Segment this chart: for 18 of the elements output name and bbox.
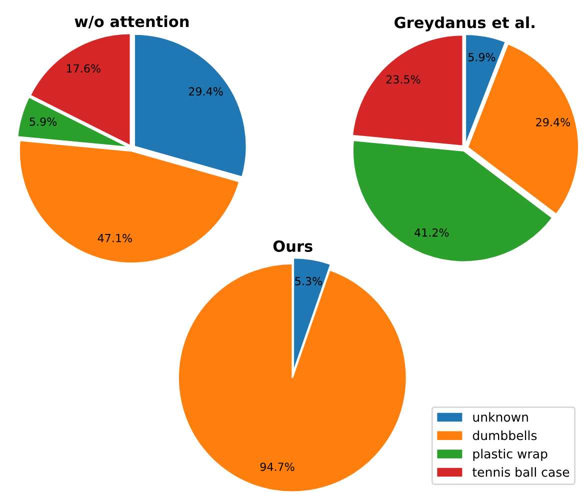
chart-title: Ours bbox=[273, 240, 312, 252]
legend-label: dumbbells bbox=[472, 430, 537, 440]
data-label: 17.6% bbox=[66, 64, 100, 73]
data-label: 41.2% bbox=[414, 228, 449, 237]
chart-title: w/o attention bbox=[74, 15, 189, 28]
data-label: 29.4% bbox=[536, 118, 570, 126]
data-label: 5.9% bbox=[468, 52, 496, 62]
data-label: 23.5% bbox=[386, 75, 420, 84]
legend-label: unknown bbox=[473, 412, 528, 422]
data-label: 5.3% bbox=[295, 276, 322, 286]
data-label: 29.4% bbox=[188, 87, 223, 96]
chart-title: Greydanus et al. bbox=[394, 16, 534, 32]
pie-slice bbox=[134, 34, 248, 178]
data-label: 94.7% bbox=[260, 462, 294, 471]
data-label: 5.9% bbox=[30, 117, 57, 126]
legend-label: tennis ball case bbox=[472, 467, 570, 477]
legend-label: plastic wrap bbox=[473, 448, 548, 461]
data-label: 47.1% bbox=[98, 234, 132, 242]
